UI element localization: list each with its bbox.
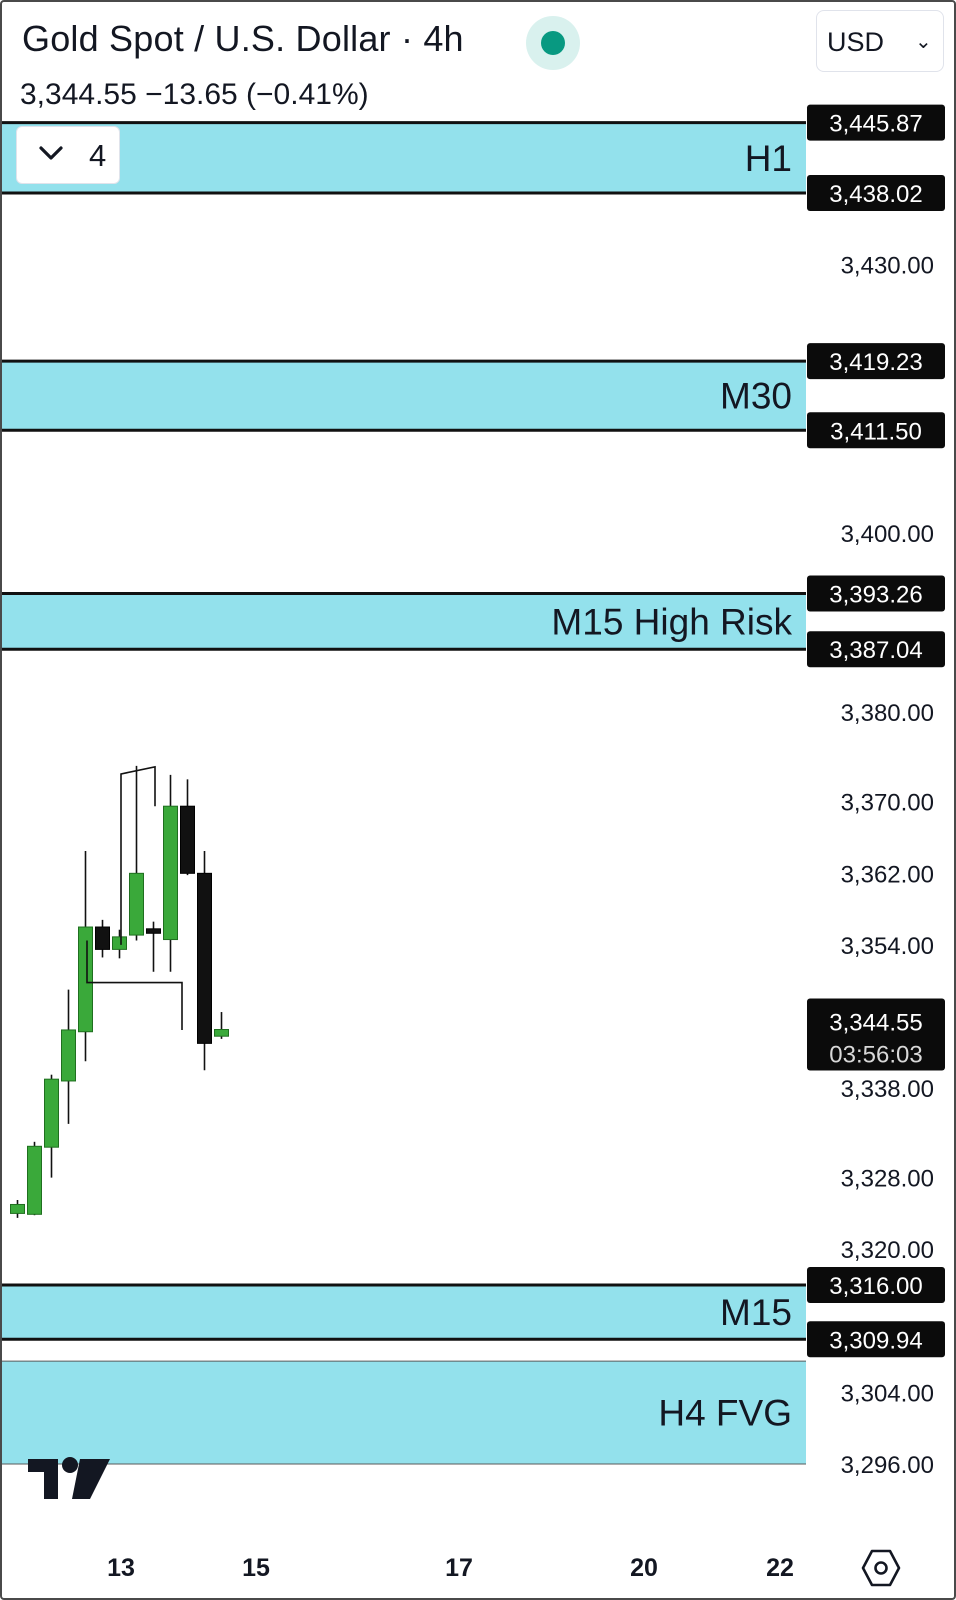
price-tag xyxy=(807,575,945,612)
current-price-tag xyxy=(807,998,945,1071)
y-tick-label: 3,362.00 xyxy=(841,861,934,888)
bar-countdown-label: 03:56:03 xyxy=(829,1042,922,1069)
price-tag-label: 3,411.50 xyxy=(830,418,922,445)
price-tag xyxy=(807,1321,945,1358)
y-tick-label: 3,400.00 xyxy=(841,521,934,548)
candle-body xyxy=(197,872,212,1044)
current-price-label: 3,344.55 xyxy=(829,1010,922,1037)
indicators-collapse-button[interactable]: 4 xyxy=(16,126,120,184)
candle-body xyxy=(27,1145,42,1215)
y-tick-label: 3,370.00 xyxy=(841,790,934,817)
price-tag-label: 3,438.02 xyxy=(829,181,922,208)
x-tick-label: 15 xyxy=(242,1554,270,1582)
price-tag xyxy=(807,1267,945,1304)
y-tick-label: 3,354.00 xyxy=(841,933,934,960)
candle-body xyxy=(78,926,93,1033)
y-tick-label: 3,338.00 xyxy=(841,1076,934,1103)
zone-label: H4 FVG xyxy=(658,1393,792,1434)
candle-body xyxy=(163,805,178,941)
chevron-down-icon: ⌄ xyxy=(915,31,932,53)
y-tick-label: 3,380.00 xyxy=(841,700,934,727)
x-tick-label: 22 xyxy=(766,1554,794,1582)
candle-body xyxy=(146,928,161,934)
price-tag-label: 3,316.00 xyxy=(829,1273,922,1300)
symbol-title[interactable]: Gold Spot / U.S. Dollar · 4h xyxy=(22,18,464,59)
y-tick-label: 3,328.00 xyxy=(841,1166,934,1193)
x-tick-label: 13 xyxy=(107,1554,135,1582)
price-tag-label: 3,387.04 xyxy=(829,637,922,664)
candle-body xyxy=(95,926,110,950)
price-tag-label: 3,419.23 xyxy=(829,349,922,376)
range-marker-line xyxy=(86,940,183,1030)
hexagon-settings-icon[interactable] xyxy=(861,1548,901,1588)
currency-label: USD xyxy=(827,27,885,57)
y-tick-label: 3,430.00 xyxy=(841,253,934,280)
candle-body xyxy=(112,936,127,950)
price-tag xyxy=(807,631,945,668)
zone-band xyxy=(0,593,806,650)
tradingview-logo[interactable] xyxy=(26,1455,112,1503)
price-tag xyxy=(807,174,945,211)
price-change-readout: 3,344.55 −13.65 (−0.41%) xyxy=(8,78,383,112)
y-tick-label: 3,304.00 xyxy=(841,1380,934,1407)
zone-band xyxy=(0,1361,806,1465)
chevron-down-icon xyxy=(39,146,63,160)
price-tag-label: 3,393.26 xyxy=(829,582,922,609)
candle-body xyxy=(180,805,195,874)
indicator-count: 4 xyxy=(89,138,107,173)
currency-selector[interactable]: USD ⌄ xyxy=(816,10,944,72)
x-tick-label: 20 xyxy=(630,1554,658,1582)
live-status-indicator xyxy=(526,16,580,70)
zone-label: H1 xyxy=(745,138,792,179)
candle-body xyxy=(10,1203,25,1214)
range-marker-line xyxy=(120,765,156,945)
price-tag xyxy=(807,104,945,141)
y-tick-label: 3,296.00 xyxy=(841,1452,934,1479)
zone-label: M15 High Risk xyxy=(551,601,792,642)
candle-body xyxy=(214,1029,229,1037)
zone-label: M30 xyxy=(720,376,792,417)
candle-body xyxy=(44,1078,59,1148)
x-tick-label: 17 xyxy=(445,1554,473,1582)
candle-body xyxy=(129,872,144,936)
live-status-dot-icon xyxy=(541,31,565,55)
zone-band xyxy=(0,1285,806,1340)
price-tag-label: 3,445.87 xyxy=(829,111,922,138)
zone-band xyxy=(0,122,806,193)
price-tag xyxy=(807,343,945,380)
zone-band xyxy=(0,361,806,431)
y-tick-label: 3,320.00 xyxy=(841,1237,934,1264)
candle-body xyxy=(61,1029,76,1082)
zone-label: M15 xyxy=(720,1292,792,1333)
price-tag xyxy=(807,412,945,449)
price-tag-label: 3,309.94 xyxy=(829,1327,922,1354)
